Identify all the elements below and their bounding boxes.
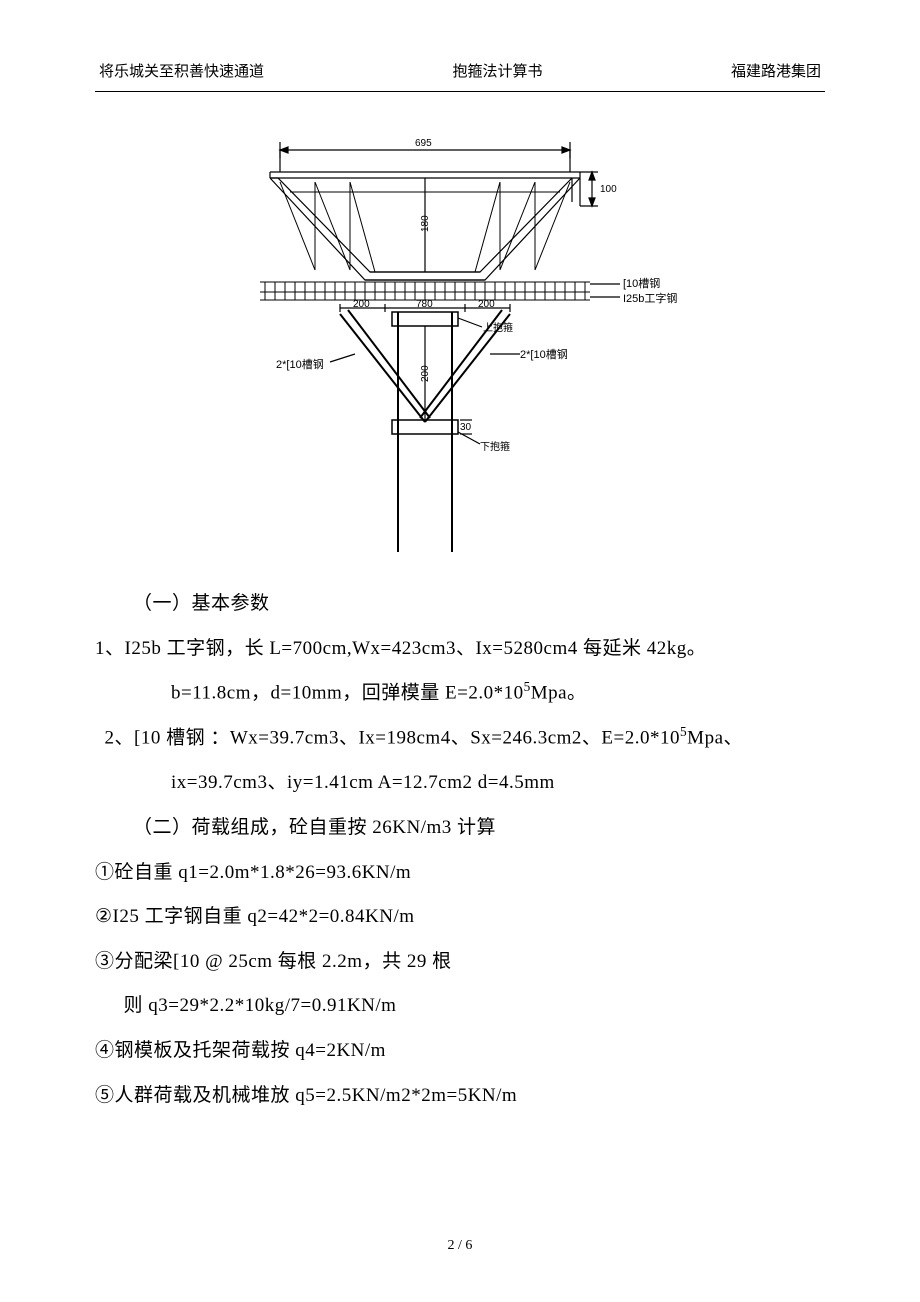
- dim-flange-h: 100: [600, 184, 617, 195]
- load-item-4: ④钢模板及托架荷载按 q4=2KN/m: [95, 1029, 825, 1074]
- label-i25b: I25b工字钢: [623, 291, 677, 305]
- load-item-3b: 则 q3=29*2.2*10kg/7=0.91KN/m: [95, 984, 825, 1029]
- label-upper-hoop: 上抱箍: [483, 321, 513, 334]
- header-divider: [95, 91, 825, 92]
- load-item-5: ⑤人群荷载及机械堆放 q5=2.5KN/m2*2m=5KN/m: [95, 1074, 825, 1119]
- label-right-brace: 2*[10槽钢: [520, 348, 568, 361]
- header-center: 抱箍法计算书: [452, 60, 542, 81]
- bridge-diagram: 695 100 180 200 780 200 200 30 [10槽钢 I25…: [95, 132, 825, 552]
- header-right: 福建路港集团: [731, 60, 821, 81]
- dim-top-width: 695: [415, 138, 432, 149]
- document-body: （一）基本参数 1、I25b 工字钢，长 L=700cm,Wx=423cm3、I…: [95, 582, 825, 1118]
- param-line-3: 2、[10 槽钢 ：Wx=39.7cm3、Ix=198cm4、Sx=246.3c…: [95, 716, 825, 761]
- header-left: 将乐城关至积善快速通道: [99, 60, 264, 81]
- label-left-brace: 2*[10槽钢: [276, 358, 324, 371]
- page-footer: 2 / 6: [0, 1238, 920, 1254]
- page-header: 将乐城关至积善快速通道 抱箍法计算书 福建路港集团: [95, 60, 825, 89]
- section-1-title: （一）基本参数: [95, 582, 825, 627]
- dim-base-h: 30: [460, 422, 472, 433]
- dim-seg3: 200: [478, 299, 495, 310]
- param-line-1: 1、I25b 工字钢，长 L=700cm,Wx=423cm3、Ix=5280cm…: [95, 627, 825, 672]
- param-line-2: b=11.8cm，d=10mm，回弹模量 E=2.0*105Mpa。: [95, 671, 825, 716]
- dim-web-h: 180: [420, 215, 431, 232]
- section-2-title: （二）荷载组成，砼自重按 26KN/m3 计算: [95, 806, 825, 851]
- dim-pier-h: 200: [420, 365, 431, 382]
- load-item-1: ①砼自重 q1=2.0m*1.8*26=93.6KN/m: [95, 851, 825, 896]
- load-item-3a: ③分配梁[10 @ 25cm 每根 2.2m，共 29 根: [95, 940, 825, 985]
- page-number: 2 / 6: [448, 1238, 473, 1253]
- diagram-svg: 695 100 180 200 780 200 200 30 [10槽钢 I25…: [220, 132, 700, 552]
- dim-seg2: 780: [416, 299, 433, 310]
- param-line-4: ix=39.7cm3、iy=1.41cm A=12.7cm2 d=4.5mm: [95, 761, 825, 806]
- load-item-2: ②I25 工字钢自重 q2=42*2=0.84KN/m: [95, 895, 825, 940]
- label-channel-10: [10槽钢: [623, 277, 660, 290]
- label-lower-hoop: 下抱箍: [480, 440, 510, 453]
- dim-seg1: 200: [353, 299, 370, 310]
